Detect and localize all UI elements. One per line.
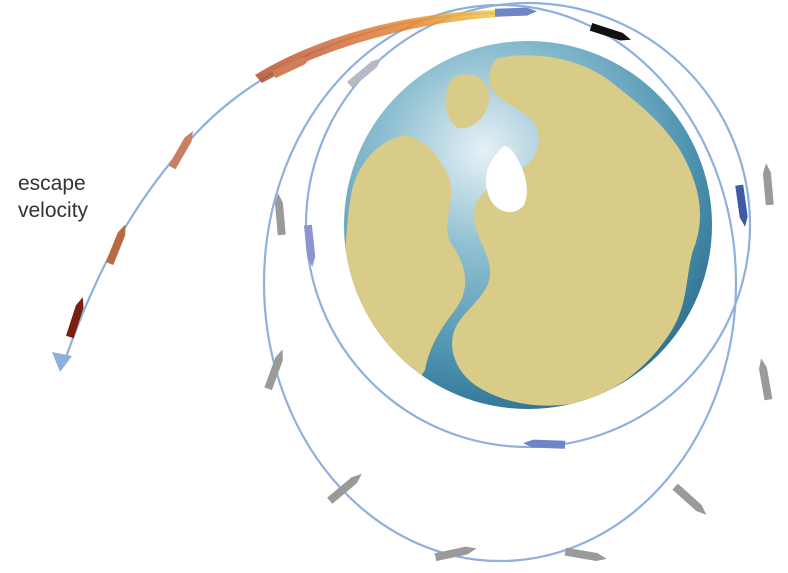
ice-pole xyxy=(486,146,527,213)
rocket-icon xyxy=(264,349,283,391)
land-eurasia xyxy=(452,55,700,406)
land-greenland xyxy=(445,74,490,129)
rocket-icon xyxy=(523,439,566,449)
rocket-icon xyxy=(494,7,537,17)
rocket-icon xyxy=(347,57,382,88)
rocket-icon xyxy=(105,224,126,266)
label-line-1: escape xyxy=(18,172,86,195)
rocket-icon xyxy=(303,224,316,267)
escape-velocity-label: escape velocity xyxy=(18,170,88,224)
rocket-icon xyxy=(589,23,631,41)
elliptical-orbit xyxy=(262,3,738,563)
circular-orbit-rockets xyxy=(303,7,748,449)
arrowhead-icon xyxy=(52,352,72,372)
rocket-icon xyxy=(758,358,773,401)
rocket-icon xyxy=(327,473,362,504)
rocket-icon xyxy=(168,130,193,170)
circular-orbit xyxy=(304,1,752,449)
land-japan xyxy=(654,198,674,233)
land-masses xyxy=(344,55,700,406)
earth-globe xyxy=(344,41,712,409)
rocket-icon xyxy=(274,193,286,236)
escape-trajectory-rockets xyxy=(66,56,312,339)
rocket-icon xyxy=(762,163,774,206)
elliptical-orbit-rockets xyxy=(264,163,774,562)
rocket-icon xyxy=(735,184,748,227)
rocket-icon xyxy=(272,56,312,79)
rocket-icon xyxy=(66,297,84,339)
rocket-icon xyxy=(434,546,477,562)
rocket-icon xyxy=(672,483,707,515)
label-line-2: velocity xyxy=(18,199,89,222)
escape-gradient-band xyxy=(255,10,498,83)
rocket-icon xyxy=(564,547,607,562)
